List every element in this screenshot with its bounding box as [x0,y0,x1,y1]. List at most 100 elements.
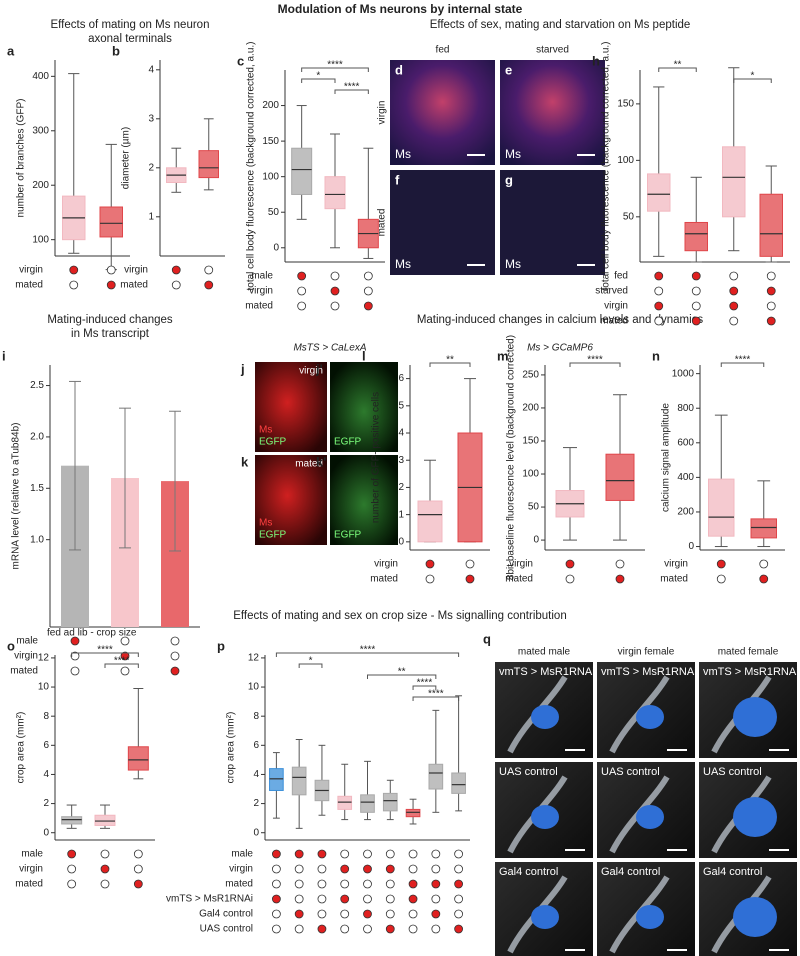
y-tick-label: 10 [248,682,260,693]
panel-letter: d [395,62,403,77]
box [722,146,746,218]
panel-letter: m [497,348,509,363]
condition-label: mated [245,301,273,312]
condition-label: virgin [19,864,43,875]
condition-dot [317,909,327,919]
condition-dot [330,286,340,296]
image-label: Ms [259,518,272,529]
condition-dot [408,864,418,874]
condition-dot [454,924,464,934]
condition-dot [654,301,664,311]
panel-letter: f [395,172,400,187]
micrograph [330,455,398,545]
y-tick-label: 100 [522,469,539,480]
row-label: virgin [377,101,388,125]
condition-dot [363,286,373,296]
significance-bracket [429,362,471,367]
condition-dot [294,849,304,859]
significance-bracket [733,78,772,83]
panel-letter: a [7,43,15,58]
y-tick-label: 6 [398,373,404,384]
significance-bracket [301,67,369,72]
significance-label: **** [587,355,603,366]
condition-label: starved [595,286,628,297]
row-label: UAS control [703,766,762,778]
y-tick-label: 150 [262,136,279,147]
column-label: mated male [518,647,571,658]
condition-dot [385,849,395,859]
condition-dot [297,301,307,311]
significance-label: **** [417,678,433,689]
box [405,808,421,818]
panel-letter: j' [315,361,323,376]
y-tick-label: 6 [253,740,259,751]
condition-dot [70,666,80,676]
image-label: Ms [395,147,411,161]
box [428,763,444,790]
condition-label: virgin [374,559,398,570]
condition-dot [363,894,372,904]
panel-letter: c [237,53,244,68]
y-tick-label: 2.0 [30,432,44,443]
y-tick-label: 1.5 [30,483,44,494]
condition-dot [106,280,116,290]
subtitle: MsTS > CaLexA [293,343,366,354]
box [605,453,635,501]
image-label: Ms [259,425,272,436]
condition-label: virgin [249,286,273,297]
y-tick-label: 150 [522,436,539,447]
condition-dot [100,879,110,889]
crop-shape [636,805,664,829]
significance-label: **** [735,355,751,366]
condition-dot [363,879,372,889]
significance-label: **** [327,60,343,71]
condition-dot [100,849,110,859]
condition-dot [729,301,739,311]
y-tick-label: 200 [522,403,539,414]
condition-dot [691,301,701,311]
box [417,500,443,543]
condition-dot [297,286,307,296]
crop-shape [733,897,777,937]
condition-label: mated [370,574,398,585]
condition-label: Gal4 control [199,909,253,920]
condition-dot [408,879,418,889]
y-axis-label: total cell body fluorescence (background… [246,41,257,290]
y-tick-label: 400 [32,71,49,82]
condition-dot [204,280,214,290]
panel-letter: p [217,638,225,653]
significance-bracket [412,696,460,701]
y-tick-label: 200 [262,100,279,111]
condition-dot [363,849,372,859]
row-label: vmTS > MsR1RNAi [601,666,697,678]
condition-dot [340,864,350,874]
condition-dot [615,574,625,584]
condition-dot [120,651,130,661]
condition-dot [271,909,281,919]
row-label: Gal4 control [703,866,762,878]
condition-dot [69,265,79,275]
condition-dot [729,316,739,326]
box [291,766,307,796]
condition-dot [431,879,441,889]
y-tick-label: 4 [398,428,404,439]
y-tick-label: 300 [32,125,49,136]
y-tick-label: 3 [148,113,154,124]
y-tick-label: 250 [522,370,539,381]
y-tick-label: 1000 [672,368,695,379]
y-tick-label: 600 [677,437,694,448]
image-label: EGFP [259,530,287,541]
image-label: EGFP [334,530,362,541]
condition-dot [385,864,395,874]
row-label: Gal4 control [499,866,558,878]
section-heading: Effects of mating and sex on crop size -… [233,610,566,622]
panel-letter: b [112,43,120,58]
condition-dot [120,636,130,646]
significance-bracket [301,78,336,83]
column-label: mated female [718,647,779,658]
condition-dot [317,879,327,889]
panel-letter: i [2,348,6,363]
y-axis-label: 8bit baseline fluorescence level (backgr… [506,335,517,580]
subtitle: Ms > GCaMP6 [527,343,593,354]
significance-label: ** [674,60,682,71]
